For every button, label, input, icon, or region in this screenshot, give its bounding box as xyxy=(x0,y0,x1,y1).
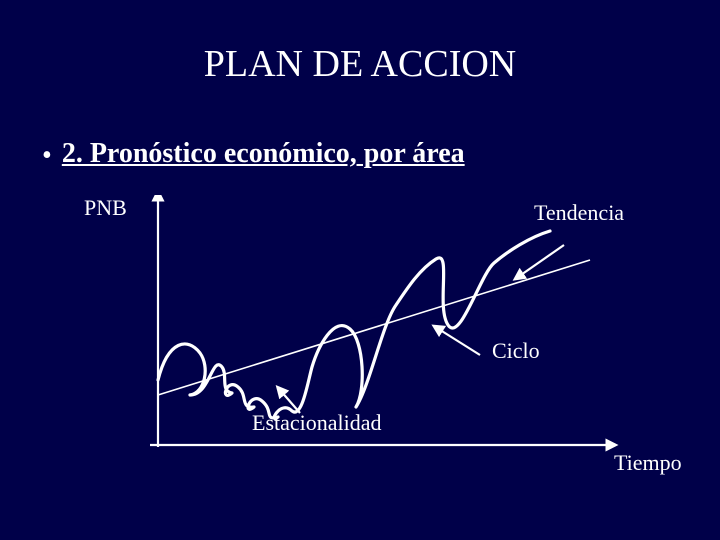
x-axis-label: Tiempo xyxy=(614,450,682,476)
y-axis-label: PNB xyxy=(84,195,127,221)
bullet-text: 2. Pronóstico económico, por área xyxy=(62,138,465,169)
trend-pointer-arrow xyxy=(518,245,564,277)
bullet-dot: • xyxy=(42,140,52,172)
chart-svg xyxy=(150,195,620,455)
bullet-item: • 2. Pronóstico económico, por área xyxy=(42,138,465,172)
data-curve xyxy=(158,231,550,419)
slide: PLAN DE ACCION • 2. Pronóstico económico,… xyxy=(0,0,720,540)
cycle-pointer-arrow xyxy=(437,328,480,355)
page-title: PLAN DE ACCION xyxy=(0,42,720,86)
